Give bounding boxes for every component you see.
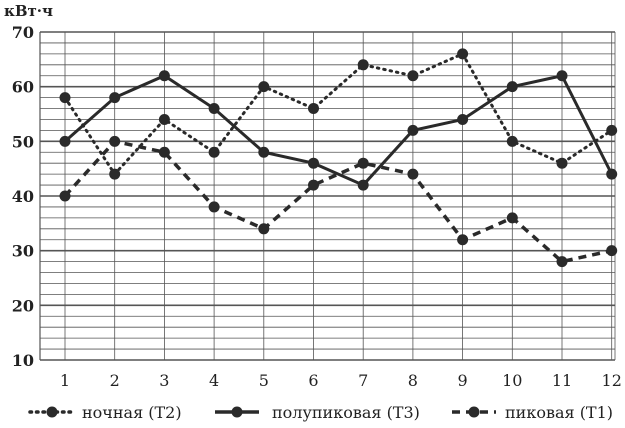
legend-label: ночная (Т2) <box>82 403 182 422</box>
data-point <box>506 135 518 147</box>
data-point <box>208 201 220 213</box>
series-1 <box>59 48 618 180</box>
legend-item: полупиковая (Т3) <box>215 403 420 422</box>
data-point <box>556 70 568 82</box>
y-tick-label: 70 <box>12 23 34 42</box>
legend-item: пиковая (Т1) <box>452 403 613 422</box>
data-point <box>556 157 568 169</box>
data-point <box>407 70 419 82</box>
legend-label: пиковая (Т1) <box>505 403 613 422</box>
y-tick-label: 10 <box>12 351 34 370</box>
data-point <box>158 70 170 82</box>
data-point <box>258 223 270 235</box>
x-tick-label: 1 <box>60 371 70 390</box>
data-point <box>158 113 170 125</box>
legend-label: полупиковая (Т3) <box>272 403 420 422</box>
x-tick-label: 2 <box>110 371 120 390</box>
x-tick-label: 12 <box>602 371 622 390</box>
data-point <box>208 103 220 115</box>
data-point <box>357 59 369 71</box>
data-point <box>357 157 369 169</box>
data-point <box>457 113 469 125</box>
y-tick-label: 60 <box>12 78 34 97</box>
x-tick-label: 8 <box>408 371 418 390</box>
legend-marker <box>231 406 243 418</box>
x-tick-label: 11 <box>552 371 572 390</box>
data-point <box>59 190 71 202</box>
data-point <box>109 168 121 180</box>
series-line <box>63 139 613 264</box>
data-point <box>258 81 270 93</box>
x-tick-label: 6 <box>308 371 318 390</box>
data-point <box>606 245 618 257</box>
data-point <box>407 168 419 180</box>
data-point <box>109 135 121 147</box>
data-point <box>308 157 319 169</box>
series-line <box>63 51 614 177</box>
x-tick-label: 7 <box>358 371 368 390</box>
series-3 <box>59 135 618 268</box>
x-tick-label: 5 <box>259 371 269 390</box>
data-point <box>556 256 568 268</box>
data-point <box>606 168 618 180</box>
data-point <box>208 146 220 158</box>
x-tick-label: 10 <box>502 371 522 390</box>
series-line <box>64 74 614 187</box>
data-point <box>59 135 71 147</box>
grid <box>39 31 616 361</box>
data-point <box>407 124 419 136</box>
x-tick-label: 3 <box>159 371 169 390</box>
y-tick-label: 30 <box>12 242 34 261</box>
x-tick-label: 4 <box>209 371 219 390</box>
data-point <box>506 81 518 93</box>
y-tick-label: 20 <box>12 296 34 315</box>
data-point <box>457 234 469 246</box>
data-point <box>109 92 121 104</box>
legend-item: ночная (Т2) <box>28 403 182 422</box>
data-point <box>357 179 369 191</box>
x-tick-label: 9 <box>458 371 468 390</box>
series-2 <box>59 70 618 191</box>
data-point <box>506 212 518 224</box>
data-point <box>457 48 469 60</box>
y-tick-label: 50 <box>12 132 34 151</box>
series-lines <box>59 48 618 268</box>
legend-marker <box>46 406 58 418</box>
data-point <box>158 146 170 158</box>
y-tick-label: 40 <box>12 187 34 206</box>
y-axis-label: кВт·ч <box>4 2 53 20</box>
data-point <box>606 124 618 136</box>
data-point <box>59 92 71 104</box>
legend-marker <box>468 406 480 418</box>
data-point <box>308 103 319 115</box>
x-axis-ticks: 1 2 3 4 5 6 7 8 9 10 11 12 <box>60 371 622 390</box>
data-point <box>258 146 270 158</box>
legend: ночная (Т2) полупиковая (Т3) пиковая (Т1) <box>28 403 613 422</box>
y-axis-ticks: 10 20 30 40 50 60 70 <box>12 23 34 370</box>
data-point <box>308 179 319 191</box>
